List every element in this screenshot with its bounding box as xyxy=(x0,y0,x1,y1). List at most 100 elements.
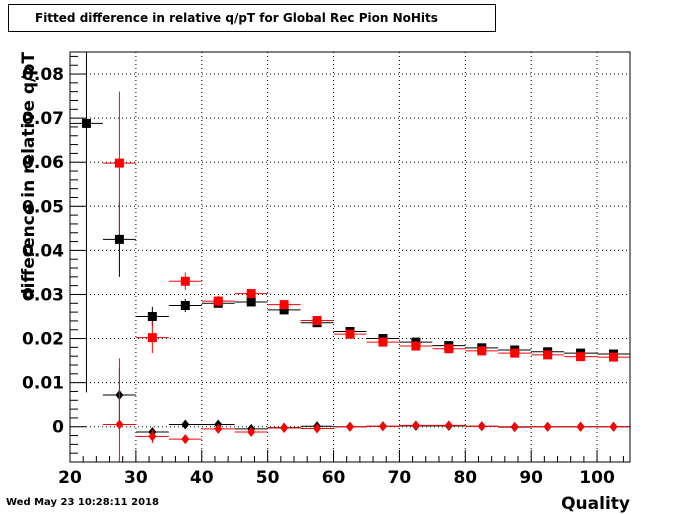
y-tick-label: 0 xyxy=(52,418,64,438)
diamond-marker xyxy=(576,421,585,432)
diamond-marker xyxy=(247,427,256,438)
y-tick-label: 0.08 xyxy=(22,65,64,85)
data-markers xyxy=(70,52,630,462)
data-point xyxy=(564,352,598,362)
diamond-marker xyxy=(115,419,124,430)
data-point xyxy=(333,329,367,339)
data-point xyxy=(465,346,499,356)
data-point xyxy=(300,423,334,434)
data-point xyxy=(432,420,466,431)
diamond-marker xyxy=(444,420,453,431)
data-point xyxy=(168,434,202,445)
square-marker xyxy=(180,300,190,310)
square-marker xyxy=(279,305,289,315)
square-marker xyxy=(312,315,322,325)
diamond-marker xyxy=(378,421,387,432)
timestamp: Wed May 23 10:28:11 2018 xyxy=(6,497,159,508)
data-point xyxy=(234,297,268,307)
y-tick-label: 0.05 xyxy=(22,197,64,217)
x-tick-label: 100 xyxy=(579,468,615,488)
data-point xyxy=(267,300,301,310)
y-axis-title: difference in relative q/pT xyxy=(19,52,39,301)
square-marker xyxy=(345,329,355,339)
grid-lines xyxy=(70,52,630,462)
square-marker xyxy=(576,352,586,362)
data-point xyxy=(531,421,565,432)
diamond-marker xyxy=(543,421,552,432)
data-point xyxy=(399,341,433,351)
x-tick-label: 60 xyxy=(322,468,346,488)
diamond-marker xyxy=(346,421,354,432)
data-point xyxy=(135,322,169,354)
diamond-marker xyxy=(280,423,289,434)
data-point xyxy=(234,289,268,299)
y-tick-label: 0.01 xyxy=(22,374,64,394)
data-point xyxy=(531,350,565,360)
diamond-marker xyxy=(609,421,618,432)
data-point xyxy=(168,419,202,430)
diamond-marker xyxy=(510,421,519,432)
data-point xyxy=(366,421,400,432)
data-point xyxy=(201,423,235,434)
data-point xyxy=(366,337,400,347)
chart-title: Fitted difference in relative q/pT for G… xyxy=(8,4,496,32)
square-marker xyxy=(246,289,256,299)
data-point xyxy=(300,315,334,325)
square-marker xyxy=(81,118,91,128)
diamond-marker xyxy=(148,431,157,442)
x-tick-label: 80 xyxy=(453,468,477,488)
x-axis-title: Quality xyxy=(561,494,630,514)
data-point xyxy=(597,421,630,432)
x-tick-label: 50 xyxy=(256,468,280,488)
square-marker xyxy=(279,300,289,310)
square-marker xyxy=(114,158,124,168)
x-tick-label: 90 xyxy=(519,468,543,488)
data-point xyxy=(498,348,532,358)
y-tick-label: 0.04 xyxy=(22,241,64,261)
data-point xyxy=(498,421,532,432)
plot-frame xyxy=(69,51,631,463)
x-tick-label: 30 xyxy=(124,468,148,488)
y-tick-label: 0.06 xyxy=(22,153,64,173)
square-marker xyxy=(543,350,553,360)
square-marker xyxy=(246,297,256,307)
data-point xyxy=(234,427,268,438)
square-marker xyxy=(609,352,619,362)
square-marker xyxy=(378,337,388,347)
axis-ticks xyxy=(69,55,624,463)
square-marker xyxy=(180,276,190,286)
diamond-marker xyxy=(411,420,420,431)
x-tick-label: 20 xyxy=(58,468,82,488)
data-point xyxy=(399,420,433,431)
data-point xyxy=(201,295,235,307)
y-tick-label: 0.03 xyxy=(22,285,64,305)
data-point xyxy=(168,298,202,313)
data-point xyxy=(102,358,136,462)
tick-labels: 20 30 40 50 60 70 80 90 100 0 0.01 0.02 0.03 0.04 0.05… xyxy=(22,65,615,488)
square-marker xyxy=(213,296,223,306)
diamond-marker xyxy=(313,423,322,434)
y-tick-label: 0.02 xyxy=(22,330,64,350)
diamond-marker xyxy=(477,421,486,432)
x-tick-label: 40 xyxy=(190,468,214,488)
square-marker xyxy=(147,312,157,322)
data-point xyxy=(432,344,466,354)
data-point xyxy=(70,52,103,393)
square-marker xyxy=(477,346,487,356)
data-point xyxy=(168,272,202,291)
data-point xyxy=(135,429,169,444)
square-marker xyxy=(411,341,421,351)
data-point xyxy=(465,421,499,432)
square-marker xyxy=(114,234,124,244)
square-marker xyxy=(147,333,157,343)
diamond-marker xyxy=(214,423,223,434)
square-marker xyxy=(510,348,520,358)
data-point xyxy=(333,421,367,432)
data-point xyxy=(267,423,301,434)
y-tick-label: 0.07 xyxy=(22,109,64,129)
diamond-marker xyxy=(181,434,190,445)
x-tick-label: 70 xyxy=(388,468,412,488)
data-point xyxy=(597,352,630,362)
data-point xyxy=(102,91,136,235)
